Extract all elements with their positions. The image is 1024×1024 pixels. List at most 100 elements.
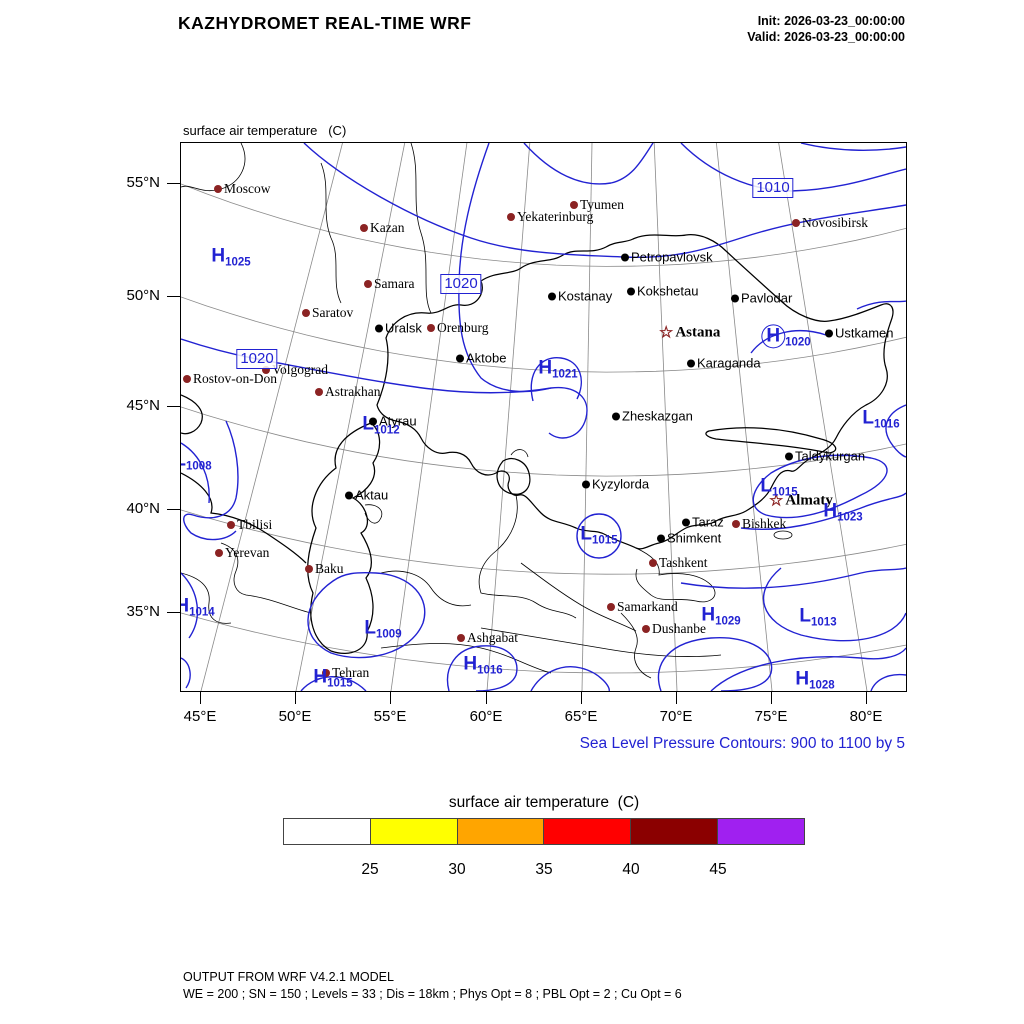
city-taraz: Taraz bbox=[682, 515, 724, 530]
city-label: Astana bbox=[675, 324, 721, 341]
y-axis-label: 45°N bbox=[126, 397, 160, 414]
pressure-letter: H bbox=[181, 595, 189, 616]
city-label: Volgograd bbox=[272, 362, 328, 377]
pressure-value: 1016 bbox=[477, 664, 503, 677]
city-label: Samara bbox=[374, 276, 415, 291]
x-axis-label: 75°E bbox=[754, 708, 788, 725]
city-dot-icon bbox=[227, 521, 235, 529]
valid-time: Valid: 2026-03-23_00:00:00 bbox=[747, 30, 905, 44]
city-bishkek: Bishkek bbox=[732, 516, 786, 532]
city-dot-icon bbox=[612, 412, 620, 420]
caucasus-coast bbox=[181, 472, 307, 564]
slp-contour bbox=[446, 645, 518, 691]
city-dot-icon bbox=[687, 359, 695, 367]
city-aktobe: Aktobe bbox=[456, 351, 506, 366]
pressure-letter: H bbox=[211, 245, 226, 267]
colorbar-segment bbox=[631, 819, 719, 844]
city-dot-icon bbox=[548, 292, 556, 300]
meridian-line bbox=[390, 143, 468, 691]
aral-sea bbox=[496, 458, 531, 495]
colorbar-segment bbox=[284, 819, 371, 844]
pressure-letter: L bbox=[862, 407, 875, 429]
afghan-border bbox=[480, 627, 722, 657]
city-label: Tbilisi bbox=[237, 517, 273, 532]
lake-issyk-kul bbox=[773, 530, 793, 540]
city-label: Yekaterinburg bbox=[517, 209, 594, 224]
x-axis-tick bbox=[486, 691, 487, 704]
city-label: Rostov-on-Don bbox=[193, 371, 277, 386]
city-baku: Baku bbox=[305, 561, 344, 577]
city-label: Aktau bbox=[355, 487, 389, 503]
colorbar-tick-label: 25 bbox=[361, 861, 379, 878]
pressure-center-h1015: H1015 bbox=[313, 666, 353, 690]
pressure-center-l1015: L1015 bbox=[580, 524, 617, 546]
slp-contour bbox=[750, 329, 827, 354]
y-axis-tick bbox=[167, 296, 180, 297]
city-dot-icon bbox=[657, 534, 665, 542]
city-astana: ☆ Astana bbox=[659, 325, 720, 342]
footer-config-line: WE = 200 ; SN = 150 ; Levels = 33 ; Dis … bbox=[183, 987, 682, 1001]
pressure-value: 1028 bbox=[809, 679, 835, 692]
city-label: Novosibirsk bbox=[802, 215, 869, 230]
contour-label-1020: 1020 bbox=[440, 274, 482, 294]
y-axis-label: 35°N bbox=[126, 603, 160, 620]
pressure-letter: H bbox=[313, 666, 328, 688]
slp-contour bbox=[800, 143, 906, 151]
iran-turkmen-border bbox=[380, 643, 552, 674]
region-border bbox=[410, 143, 432, 314]
meridian-line bbox=[716, 143, 773, 691]
city-dot-icon bbox=[364, 280, 372, 288]
aral-sea-north bbox=[510, 449, 529, 458]
y-axis-tick bbox=[167, 183, 180, 184]
city-kostanay: Kostanay bbox=[548, 289, 612, 304]
parallel-line bbox=[181, 612, 906, 674]
parallel-line bbox=[181, 509, 906, 575]
pressure-letter: L bbox=[362, 413, 375, 435]
city-dot-icon bbox=[682, 518, 690, 526]
pressure-center-l1013: L1013 bbox=[799, 606, 837, 629]
x-axis-tick bbox=[676, 691, 677, 704]
footer-model-line: OUTPUT FROM WRF V4.2.1 MODEL bbox=[183, 970, 394, 984]
city-dushanbe: Dushanbe bbox=[642, 621, 706, 637]
pressure-center-l1009: L1009 bbox=[364, 618, 401, 640]
city-rostov-on-don: Rostov-on-Don bbox=[183, 371, 277, 387]
city-kazan: Kazan bbox=[360, 220, 404, 236]
pressure-value: 1020 bbox=[785, 336, 811, 349]
city-petropavlovsk: Petropavlovsk bbox=[621, 250, 713, 265]
footer: OUTPUT FROM WRF V4.2.1 MODEL WE = 200 ; … bbox=[183, 969, 682, 1003]
x-axis-label: 70°E bbox=[659, 708, 693, 725]
x-axis-label: 60°E bbox=[469, 708, 503, 725]
city-orenburg: Orenburg bbox=[427, 320, 489, 336]
map-layers bbox=[181, 143, 906, 691]
city-dot-icon bbox=[360, 224, 368, 232]
meridian-line bbox=[200, 143, 343, 691]
city-label: Astrakhan bbox=[325, 384, 381, 399]
city-label: Tehran bbox=[332, 665, 370, 680]
pressure-value: 1029 bbox=[715, 615, 741, 628]
city-tbilisi: Tbilisi bbox=[227, 517, 272, 533]
colorbar-tick-label: 30 bbox=[448, 861, 466, 878]
slp-contour bbox=[300, 676, 367, 691]
run-times: Init: 2026-03-23_00:00:00 Valid: 2026-03… bbox=[747, 13, 905, 45]
city-dot-icon bbox=[315, 388, 323, 396]
city-dot-icon bbox=[305, 565, 313, 573]
x-axis-label: 65°E bbox=[564, 708, 598, 725]
pressure-value: 1015 bbox=[327, 677, 353, 690]
city-dot-icon bbox=[215, 549, 223, 557]
uzbek-border bbox=[478, 494, 577, 619]
pressure-value: 1023 bbox=[837, 511, 863, 524]
parallel-line bbox=[181, 183, 906, 267]
city-label: Moscow bbox=[224, 181, 271, 196]
city-karaganda: Karaganda bbox=[687, 356, 761, 371]
pressure-center-l1012: L1012 bbox=[362, 413, 399, 436]
city-ustkamen: Ustkamen bbox=[825, 326, 894, 341]
x-axis-tick bbox=[581, 691, 582, 704]
city-label: Karaganda bbox=[697, 355, 761, 371]
city-label: Kyzylorda bbox=[592, 476, 650, 492]
slp-contour bbox=[181, 657, 191, 689]
slp-contour bbox=[657, 637, 773, 691]
pressure-value: 1013 bbox=[811, 616, 837, 629]
city-label: Kazan bbox=[370, 220, 405, 235]
city-label: Tyumen bbox=[580, 197, 625, 212]
